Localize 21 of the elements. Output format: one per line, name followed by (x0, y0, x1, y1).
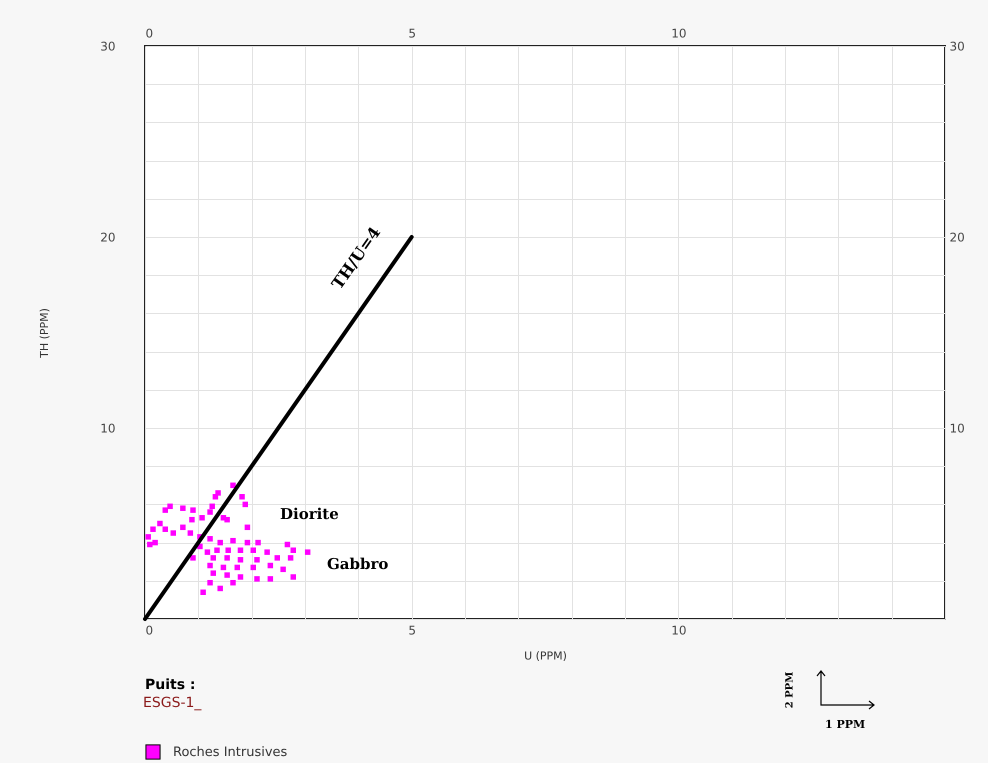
x-tick-label: 5 (408, 624, 416, 638)
x2-tick-label: 10 (671, 26, 686, 40)
annotation: Gabbro (327, 555, 388, 573)
text: 1 PPM (825, 718, 866, 731)
y2-tick-label: 10 (950, 422, 965, 436)
y-tick-label: 20 (100, 230, 116, 244)
legend-title: Puits : (145, 677, 196, 693)
x-axis-title: U (PPM) (524, 650, 567, 662)
annotation: Diorite (280, 505, 339, 523)
x-tick-label: 0 (146, 624, 154, 638)
y2-tick-label: 30 (950, 40, 965, 54)
y-tick-label: 30 (100, 40, 116, 54)
text: ESGS-1_ (143, 695, 202, 711)
x2-tick-label: 0 (146, 26, 154, 40)
legend-label: Roches Intrusives (173, 745, 288, 760)
y2-tick-label: 20 (950, 230, 965, 244)
y-tick-label: 10 (100, 422, 116, 436)
y-axis-title: TH (PPM) (38, 308, 52, 359)
x-tick-label: 10 (671, 624, 686, 638)
x2-tick-label: 5 (408, 26, 416, 40)
text: 2 PPM (784, 672, 796, 708)
